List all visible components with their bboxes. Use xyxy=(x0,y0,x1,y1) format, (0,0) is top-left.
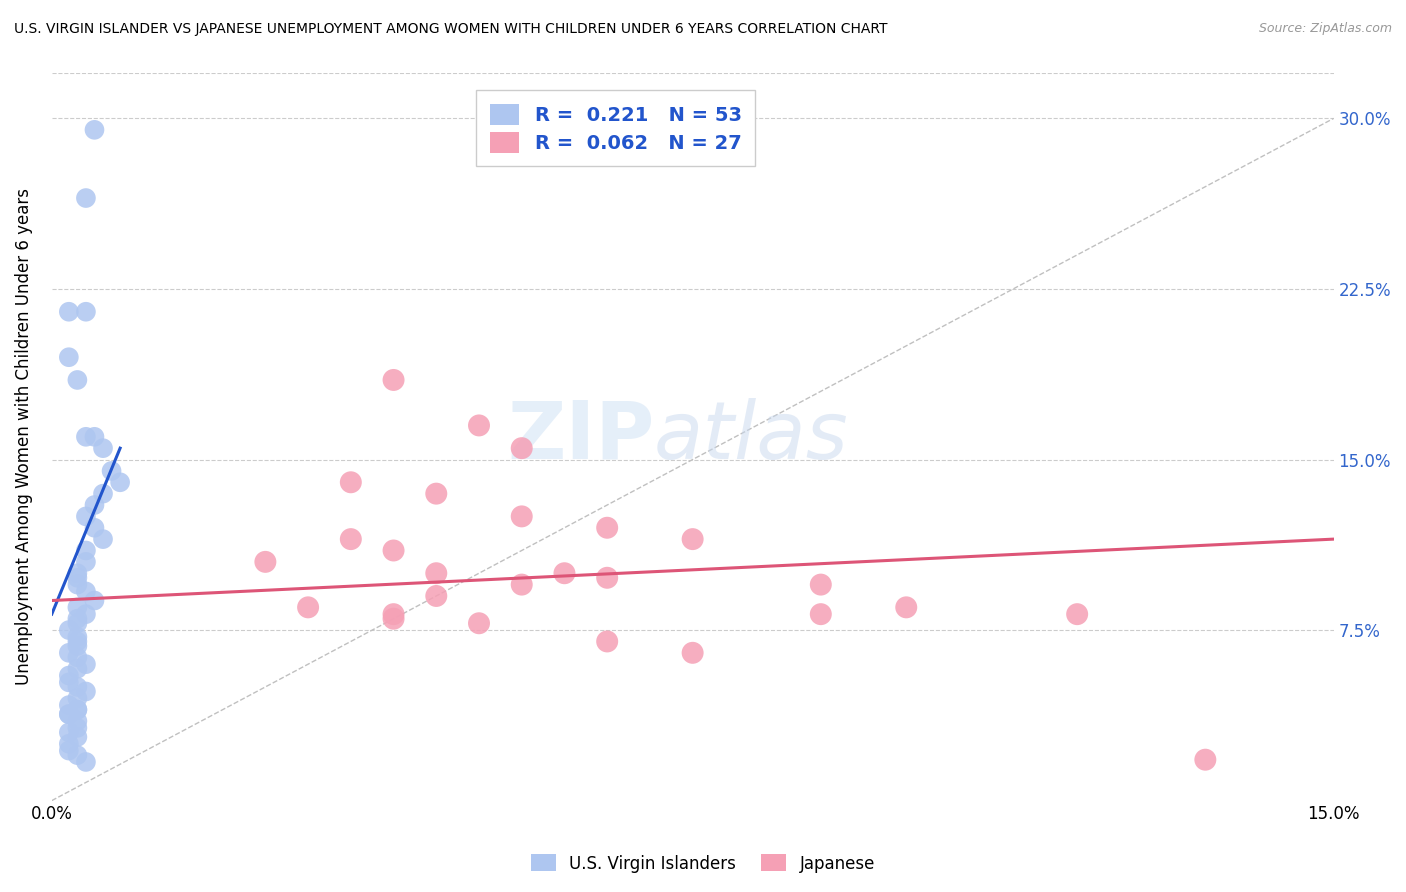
Y-axis label: Unemployment Among Women with Children Under 6 years: Unemployment Among Women with Children U… xyxy=(15,188,32,685)
Point xyxy=(58,725,80,739)
Point xyxy=(66,721,89,735)
Legend: U.S. Virgin Islanders, Japanese: U.S. Virgin Islanders, Japanese xyxy=(524,847,882,880)
Point xyxy=(75,509,97,524)
Legend: R =  0.221   N = 53, R =  0.062   N = 27: R = 0.221 N = 53, R = 0.062 N = 27 xyxy=(477,90,755,167)
Point xyxy=(58,743,80,757)
Point xyxy=(58,698,80,712)
Point xyxy=(83,123,105,137)
Point xyxy=(75,607,97,622)
Point xyxy=(91,532,114,546)
Point xyxy=(75,584,97,599)
Point xyxy=(83,521,105,535)
Point xyxy=(66,612,89,626)
Point xyxy=(468,616,491,631)
Point xyxy=(382,612,405,626)
Point xyxy=(510,577,533,591)
Point xyxy=(66,703,89,717)
Point xyxy=(58,707,80,722)
Point xyxy=(91,486,114,500)
Point xyxy=(510,509,533,524)
Point xyxy=(58,304,80,318)
Text: Source: ZipAtlas.com: Source: ZipAtlas.com xyxy=(1258,22,1392,36)
Point xyxy=(896,600,918,615)
Point xyxy=(810,577,832,591)
Point xyxy=(108,475,131,490)
Point xyxy=(682,646,704,660)
Point xyxy=(468,418,491,433)
Point xyxy=(58,707,80,722)
Point xyxy=(553,566,575,581)
Point xyxy=(75,304,97,318)
Point xyxy=(100,464,122,478)
Point xyxy=(510,441,533,455)
Point xyxy=(66,730,89,744)
Point xyxy=(75,555,97,569)
Point xyxy=(66,662,89,676)
Point xyxy=(58,623,80,637)
Point xyxy=(66,680,89,694)
Point xyxy=(75,543,97,558)
Point xyxy=(75,657,97,672)
Point xyxy=(83,593,105,607)
Point xyxy=(425,566,447,581)
Point xyxy=(254,555,277,569)
Point xyxy=(91,441,114,455)
Point xyxy=(58,675,80,690)
Point xyxy=(810,607,832,622)
Point xyxy=(58,646,80,660)
Text: atlas: atlas xyxy=(654,398,849,475)
Point xyxy=(596,634,619,648)
Point xyxy=(66,571,89,585)
Point xyxy=(83,430,105,444)
Point xyxy=(382,373,405,387)
Point xyxy=(66,577,89,591)
Point xyxy=(75,191,97,205)
Point xyxy=(66,691,89,706)
Point xyxy=(425,589,447,603)
Point xyxy=(66,703,89,717)
Point xyxy=(1194,753,1216,767)
Point xyxy=(66,566,89,581)
Point xyxy=(66,714,89,728)
Point xyxy=(596,571,619,585)
Point xyxy=(382,543,405,558)
Point xyxy=(425,486,447,500)
Point xyxy=(66,634,89,648)
Point xyxy=(382,607,405,622)
Point xyxy=(340,532,363,546)
Point xyxy=(66,373,89,387)
Text: U.S. VIRGIN ISLANDER VS JAPANESE UNEMPLOYMENT AMONG WOMEN WITH CHILDREN UNDER 6 : U.S. VIRGIN ISLANDER VS JAPANESE UNEMPLO… xyxy=(14,22,887,37)
Point xyxy=(66,600,89,615)
Point xyxy=(66,748,89,763)
Point xyxy=(340,475,363,490)
Text: ZIP: ZIP xyxy=(508,398,654,475)
Point xyxy=(66,630,89,644)
Point xyxy=(75,430,97,444)
Point xyxy=(75,755,97,769)
Point xyxy=(66,650,89,665)
Point xyxy=(596,521,619,535)
Point xyxy=(66,616,89,631)
Point xyxy=(66,639,89,653)
Point xyxy=(75,684,97,698)
Point xyxy=(297,600,319,615)
Point xyxy=(83,498,105,512)
Point xyxy=(1066,607,1088,622)
Point xyxy=(58,350,80,364)
Point xyxy=(58,737,80,751)
Point xyxy=(58,668,80,682)
Point xyxy=(682,532,704,546)
